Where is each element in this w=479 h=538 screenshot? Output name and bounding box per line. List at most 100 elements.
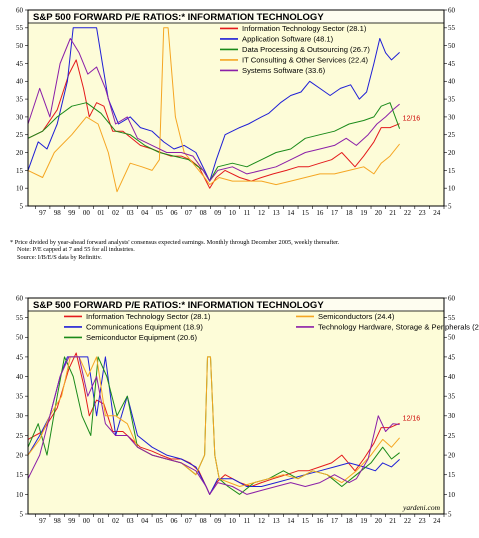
y-tick-label-right: 25: [448, 432, 456, 440]
legend-label: Technology Hardware, Storage & Periphera…: [318, 323, 479, 332]
y-tick-label-left: 10: [16, 491, 24, 499]
y-tick-label-right: 10: [448, 491, 456, 499]
legend-label: Data Processing & Outsourcing (26.7): [242, 45, 370, 54]
x-tick-label: 12: [258, 209, 266, 217]
plot-frame: [27, 9, 445, 207]
series-line: [27, 38, 400, 182]
date-label: 12/16: [403, 415, 421, 422]
y-tick-label-left: 45: [16, 353, 24, 361]
x-tick-label: 13: [273, 209, 281, 217]
footnote-source-line: Source: I/B/E/S data by Refinitiv.: [17, 253, 102, 261]
x-tick-label: 07: [185, 517, 193, 525]
x-tick-label: 06: [170, 517, 178, 525]
x-tick-label: 24: [433, 209, 441, 217]
x-tick-label: 09: [214, 209, 222, 217]
x-tick-label: 20: [375, 209, 383, 217]
series-line: [27, 27, 400, 182]
series-line: [27, 356, 400, 487]
legend-label: Systems Software (33.6): [242, 66, 326, 75]
x-tick-label: 19: [360, 517, 368, 525]
chart-title: S&P 500 FORWARD P/E RATIOS:* INFORMATION…: [33, 12, 324, 23]
x-tick-label: 07: [185, 209, 193, 217]
x-tick-label: 01: [97, 209, 105, 217]
y-tick-label-right: 25: [448, 131, 456, 139]
x-tick-label: 10: [229, 517, 237, 525]
x-tick-label: 21: [389, 517, 397, 525]
x-tick-label: 23: [419, 209, 427, 217]
series-line: [27, 27, 400, 193]
x-tick-label: 18: [346, 209, 354, 217]
x-tick-label: 97: [39, 209, 47, 217]
y-tick-label-left: 60: [16, 294, 24, 302]
x-tick-label: 98: [54, 209, 62, 217]
footnote: * Price divided by year-ahead forward an…: [10, 239, 470, 261]
y-tick-label-right: 50: [448, 42, 456, 50]
x-tick-label: 21: [389, 209, 397, 217]
x-tick-label: 16: [316, 517, 324, 525]
x-tick-label: 99: [68, 209, 76, 217]
y-tick-label-right: 30: [448, 412, 456, 420]
y-tick-label-right: 60: [448, 6, 456, 14]
y-tick-label-right: 10: [448, 185, 456, 193]
x-tick-label: 11: [244, 209, 251, 217]
y-tick-label-left: 35: [16, 393, 24, 401]
x-tick-label: 98: [54, 517, 62, 525]
y-tick-label-left: 15: [16, 167, 24, 175]
y-tick-label-right: 20: [448, 451, 456, 459]
y-tick-label-left: 25: [16, 131, 24, 139]
y-tick-label-left: 50: [16, 334, 24, 342]
y-tick-label-right: 20: [448, 149, 456, 157]
y-tick-label-right: 40: [448, 373, 456, 381]
y-tick-label-right: 55: [448, 314, 456, 322]
x-tick-label: 15: [302, 209, 310, 217]
y-tick-label-right: 5: [448, 202, 452, 210]
x-tick-label: 20: [375, 517, 383, 525]
y-tick-label-right: 55: [448, 24, 456, 32]
legend-label: IT Consulting & Other Services (22.4): [242, 56, 369, 65]
y-tick-label-left: 30: [16, 412, 24, 420]
x-tick-label: 17: [331, 517, 339, 525]
x-tick-label: 06: [170, 209, 178, 217]
x-tick-label: 02: [112, 517, 120, 525]
y-tick-label-right: 40: [448, 78, 456, 86]
x-tick-label: 18: [346, 517, 354, 525]
y-tick-label-right: 50: [448, 334, 456, 342]
y-tick-label-left: 25: [16, 432, 24, 440]
footnote-star-line: * Price divided by year-ahead forward an…: [10, 239, 340, 246]
legend-label: Information Technology Sector (28.1): [86, 312, 211, 321]
plot-frame: [27, 297, 445, 515]
x-tick-label: 14: [287, 209, 295, 217]
x-tick-label: 09: [214, 517, 222, 525]
y-tick-label-right: 60: [448, 294, 456, 302]
x-tick-label: 24: [433, 517, 441, 525]
y-tick-label-left: 15: [16, 471, 24, 479]
x-tick-label: 01: [97, 517, 105, 525]
x-tick-label: 99: [68, 517, 76, 525]
y-tick-label-left: 55: [16, 314, 24, 322]
y-tick-label-left: 35: [16, 95, 24, 103]
x-tick-label: 04: [141, 517, 149, 525]
y-tick-label-right: 30: [448, 113, 456, 121]
y-tick-label-right: 15: [448, 167, 456, 175]
x-tick-label: 00: [83, 517, 91, 525]
y-tick-label-left: 50: [16, 42, 24, 50]
x-tick-label: 03: [127, 209, 135, 217]
x-tick-label: 12: [258, 517, 266, 525]
date-label: 12/16: [403, 116, 421, 123]
x-tick-label: 04: [141, 209, 149, 217]
x-tick-label: 08: [200, 209, 208, 217]
series-line: [27, 59, 400, 189]
x-tick-label: 08: [200, 517, 208, 525]
y-tick-label-right: 5: [448, 510, 452, 518]
y-tick-label-right: 35: [448, 95, 456, 103]
y-tick-label-left: 40: [16, 373, 24, 381]
y-tick-label-left: 20: [16, 149, 24, 157]
y-tick-label-left: 45: [16, 60, 24, 68]
x-tick-label: 22: [404, 517, 412, 525]
x-tick-label: 00: [83, 209, 91, 217]
x-tick-label: 02: [112, 209, 120, 217]
y-tick-label-right: 35: [448, 393, 456, 401]
x-tick-label: 15: [302, 517, 310, 525]
